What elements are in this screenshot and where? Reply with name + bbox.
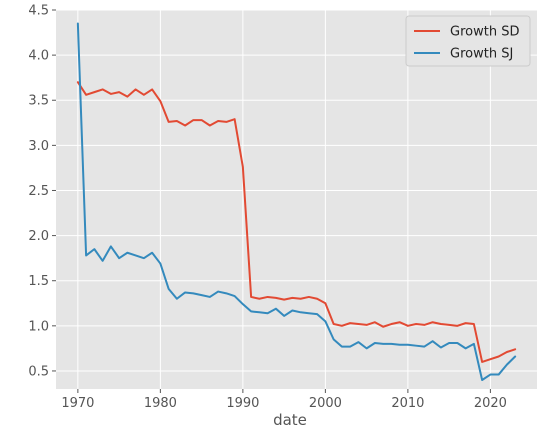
x-tick-label: 1990: [226, 396, 259, 411]
legend-label-growth-sj: Growth SJ: [450, 47, 513, 62]
legend-label-growth-sd: Growth SD: [450, 25, 519, 40]
y-tick-label: 0.5: [28, 364, 49, 379]
plot-background: [56, 10, 537, 389]
y-tick-label: 2.0: [28, 229, 49, 244]
x-tick-label: 2020: [474, 396, 507, 411]
y-tick-label: 3.0: [28, 139, 49, 154]
y-tick-label: 1.5: [28, 274, 49, 289]
y-tick-label: 4.0: [28, 49, 49, 64]
y-tick-label: 4.5: [28, 4, 49, 19]
x-tick-label: 1980: [144, 396, 177, 411]
y-tick-label: 2.5: [28, 184, 49, 199]
y-tick-label: 1.0: [28, 319, 49, 334]
x-tick-label: 2000: [309, 396, 342, 411]
x-tick-label: 1970: [61, 396, 94, 411]
legend: Growth SD Growth SJ: [405, 15, 531, 67]
axis-ticks: 1970 1980 1990 2000 2010 2020 0.5 1.0 1.5 2.0 2.5 3…: [28, 4, 507, 412]
x-axis-label: date: [273, 411, 307, 429]
series-layer: [76, 22, 517, 381]
series-line-growth-sj: [76, 22, 517, 381]
series-line-growth-sd: [76, 81, 517, 363]
x-tick-label: 2010: [391, 396, 424, 411]
y-tick-label: 3.5: [28, 94, 49, 109]
